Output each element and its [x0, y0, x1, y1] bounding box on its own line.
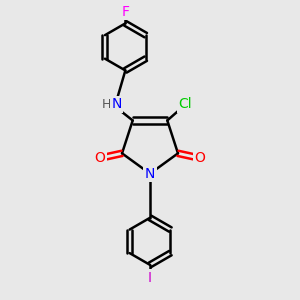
Text: I: I [148, 271, 152, 285]
Text: O: O [195, 151, 206, 165]
Text: Cl: Cl [179, 97, 192, 111]
Text: O: O [94, 151, 105, 165]
Text: F: F [122, 4, 129, 19]
Text: N: N [145, 167, 155, 181]
Text: H: H [101, 98, 111, 111]
Text: N: N [111, 97, 122, 111]
